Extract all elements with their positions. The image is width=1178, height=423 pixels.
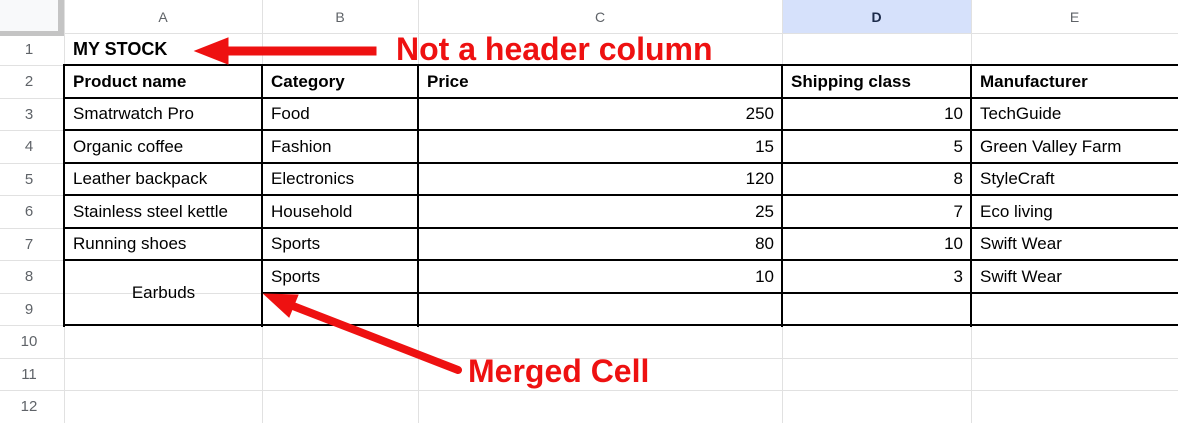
row-header-5[interactable]: 5 bbox=[24, 170, 34, 188]
column-header-E[interactable]: E bbox=[1069, 8, 1080, 25]
cell-D6[interactable]: 7 bbox=[953, 201, 963, 221]
row-header-6[interactable]: 6 bbox=[24, 203, 34, 220]
row-header-4[interactable]: 4 bbox=[24, 138, 34, 155]
table-border bbox=[64, 129, 1178, 131]
table-border bbox=[64, 324, 1178, 326]
row-header-2[interactable]: 2 bbox=[24, 73, 34, 90]
cell-C4[interactable]: 15 bbox=[755, 136, 774, 156]
table-border bbox=[64, 259, 1178, 261]
selected-column-highlight bbox=[782, 0, 971, 33]
table-border bbox=[261, 292, 1178, 294]
table-border bbox=[64, 64, 1178, 66]
annotation-merged-cell: Merged Cell bbox=[468, 353, 650, 389]
cell-D5[interactable]: 8 bbox=[953, 169, 963, 188]
cell-B6[interactable]: Household bbox=[271, 201, 353, 221]
row-header-12[interactable]: 12 bbox=[20, 398, 38, 415]
cell-D7[interactable]: 10 bbox=[944, 234, 963, 253]
cell-B3[interactable]: Food bbox=[271, 104, 310, 123]
cell-A7[interactable]: Running shoes bbox=[73, 234, 187, 253]
grid-line bbox=[0, 33, 1178, 34]
cell-D2[interactable]: Shipping class bbox=[791, 71, 911, 91]
cell-E8[interactable]: Swift Wear bbox=[980, 266, 1062, 286]
cell-C6[interactable]: 25 bbox=[755, 201, 774, 221]
grid-line bbox=[0, 390, 1178, 391]
cell-E5[interactable]: StyleCraft bbox=[980, 169, 1055, 188]
cell-B8[interactable]: Sports bbox=[271, 266, 321, 286]
row-header-3[interactable]: 3 bbox=[24, 105, 34, 123]
cell-E2[interactable]: Manufacturer bbox=[980, 71, 1088, 91]
cell-E6[interactable]: Eco living bbox=[980, 201, 1053, 221]
row-header-7[interactable]: 7 bbox=[24, 235, 34, 253]
table-border bbox=[970, 64, 972, 327]
select-all-corner[interactable] bbox=[0, 0, 64, 36]
table-border bbox=[63, 64, 65, 327]
column-header-A[interactable]: A bbox=[158, 8, 168, 25]
row-header-11[interactable]: 11 bbox=[21, 365, 37, 383]
column-header-C[interactable]: C bbox=[594, 8, 606, 25]
column-header-D[interactable]: D bbox=[871, 8, 882, 25]
table-border bbox=[417, 64, 419, 327]
table-border bbox=[781, 64, 783, 327]
table-border bbox=[64, 97, 1178, 99]
cell-C5[interactable]: 120 bbox=[745, 169, 774, 188]
cell-E4[interactable]: Green Valley Farm bbox=[980, 136, 1122, 156]
cell-B2[interactable]: Category bbox=[271, 71, 345, 91]
cell-C8[interactable]: 10 bbox=[755, 266, 774, 286]
row-header-8[interactable]: 8 bbox=[24, 268, 34, 285]
column-header-B[interactable]: B bbox=[335, 8, 345, 25]
cell-B5[interactable]: Electronics bbox=[271, 169, 355, 188]
cell-E7[interactable]: Swift Wear bbox=[980, 234, 1062, 253]
cell-E3[interactable]: TechGuide bbox=[980, 104, 1062, 123]
cell-A1[interactable]: MY STOCK bbox=[73, 38, 168, 59]
cell-C2[interactable]: Price bbox=[427, 71, 469, 91]
cell-A8[interactable]: Earbuds bbox=[131, 282, 196, 302]
cell-C3[interactable]: 250 bbox=[745, 104, 774, 123]
grid-line bbox=[0, 358, 1178, 359]
table-border bbox=[64, 194, 1178, 196]
cell-C7[interactable]: 80 bbox=[755, 234, 774, 253]
cell-D3[interactable]: 10 bbox=[944, 104, 963, 123]
row-header-1[interactable]: 1 bbox=[24, 40, 34, 58]
row-header-9[interactable]: 9 bbox=[24, 300, 34, 318]
table-border bbox=[261, 64, 263, 327]
table-border bbox=[64, 162, 1178, 164]
annotation-not-a-header-column: Not a header column bbox=[396, 31, 713, 67]
cell-A6[interactable]: Stainless steel kettle bbox=[73, 201, 228, 221]
cell-A5[interactable]: Leather backpack bbox=[73, 169, 208, 188]
table-border bbox=[64, 227, 1178, 229]
cell-B4[interactable]: Fashion bbox=[271, 136, 332, 156]
cell-A3[interactable]: Smatrwatch Pro bbox=[73, 104, 194, 123]
cell-D8[interactable]: 3 bbox=[953, 266, 963, 286]
cell-D4[interactable]: 5 bbox=[953, 136, 963, 156]
cell-A2[interactable]: Product name bbox=[73, 71, 187, 91]
cell-A4[interactable]: Organic coffee bbox=[73, 136, 184, 156]
row-header-10[interactable]: 10 bbox=[20, 333, 38, 350]
cell-B7[interactable]: Sports bbox=[271, 234, 321, 253]
